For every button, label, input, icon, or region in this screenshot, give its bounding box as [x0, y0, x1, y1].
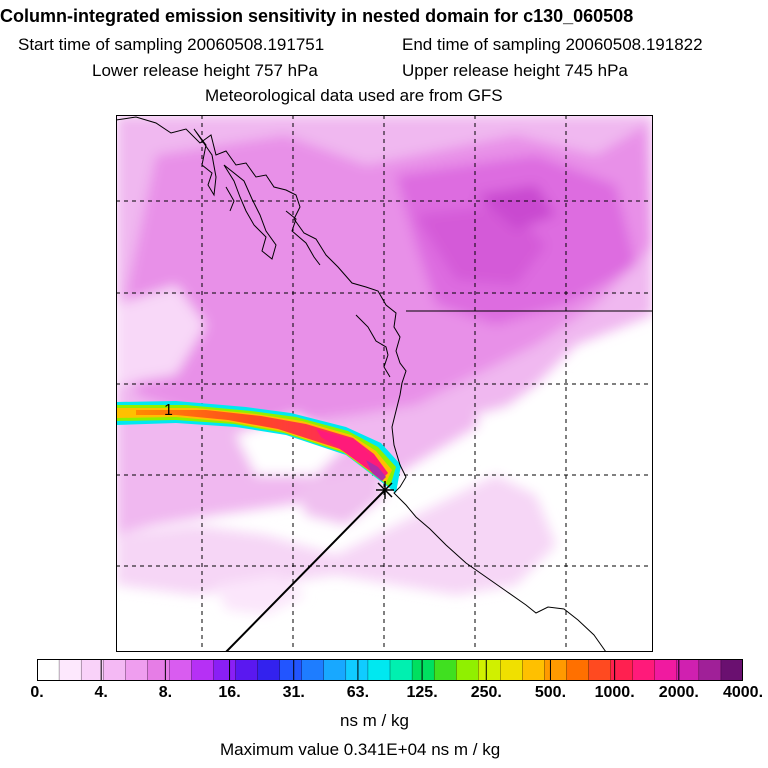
start-time: Start time of sampling 20060508.191751 [18, 35, 325, 54]
colorbar-cell [610, 659, 634, 681]
colorbar-cell [456, 659, 479, 681]
colorbar-tick-label: 250. [470, 684, 502, 701]
colorbar-tick-label: 125. [406, 684, 438, 701]
colorbar-cell [58, 659, 82, 681]
map-frame [116, 115, 653, 652]
colorbar-cell [235, 659, 259, 681]
colorbar-cell [37, 659, 60, 681]
colorbar-cell [588, 659, 612, 681]
colorbar-cell [279, 659, 303, 681]
colorbar-cell [698, 659, 722, 681]
colorbar-cell [654, 659, 678, 681]
colorbar-cell [191, 659, 215, 681]
colorbar-cell [433, 659, 457, 681]
colorbar-tick-label: 16. [218, 684, 241, 701]
colorbar-cell [213, 659, 237, 681]
lower-release-height: Lower release height 757 hPa [92, 61, 318, 80]
colorbar-tick-label: 4000. [722, 684, 764, 701]
colorbar-cell [125, 659, 148, 681]
colorbar-cell [345, 659, 369, 681]
colorbar-cell [169, 659, 193, 681]
colorbar-cell [301, 659, 325, 681]
colorbar-cell [478, 659, 501, 681]
colorbar-cell [103, 659, 126, 681]
sensitivity-map [116, 115, 653, 652]
colorbar-cell [389, 659, 413, 681]
colorbar-cell [367, 659, 391, 681]
colorbar-tick-label: 500. [534, 684, 567, 701]
colorbar-tick-label: 63. [346, 684, 370, 701]
colorbar-cell [544, 659, 568, 681]
colorbar-unit: ns m / kg [340, 711, 409, 730]
colorbar-cell [500, 659, 524, 681]
colorbar-cell [147, 659, 171, 681]
colorbar-tick-label: 0. [30, 684, 44, 701]
colorbar-cell [80, 659, 104, 681]
colorbar-cell [720, 659, 743, 681]
release-point-marker [376, 481, 394, 499]
colorbar-cell [632, 659, 656, 681]
colorbar-tick-label: 31. [282, 684, 305, 701]
trajectory-line [225, 489, 386, 652]
colorbar-cell [411, 659, 435, 681]
colorbar [37, 659, 743, 681]
colorbar-tick-label: 2000. [658, 684, 699, 701]
plume-label: 1 [164, 402, 173, 419]
end-time: End time of sampling 20060508.191822 [402, 35, 703, 54]
grid [116, 115, 653, 652]
upper-release-height: Upper release height 745 hPa [402, 61, 628, 80]
colorbar-cell [323, 659, 347, 681]
colorbar-cell [566, 659, 590, 681]
met-data-source: Meteorological data used are from GFS [205, 86, 503, 105]
colorbar-cell [522, 659, 546, 681]
plume [116, 401, 401, 493]
coastline [116, 116, 607, 652]
colorbar-tick-label: 8. [158, 684, 173, 701]
colorbar-tick-label: 4. [94, 684, 108, 701]
colorbar-tick-label: 1000. [594, 684, 635, 701]
maximum-value: Maximum value 0.341E+04 ns m / kg [220, 740, 501, 759]
colorbar-cell [676, 659, 700, 681]
colorbar-cell [257, 659, 281, 681]
plot-title: Column-integrated emission sensitivity i… [0, 6, 634, 26]
